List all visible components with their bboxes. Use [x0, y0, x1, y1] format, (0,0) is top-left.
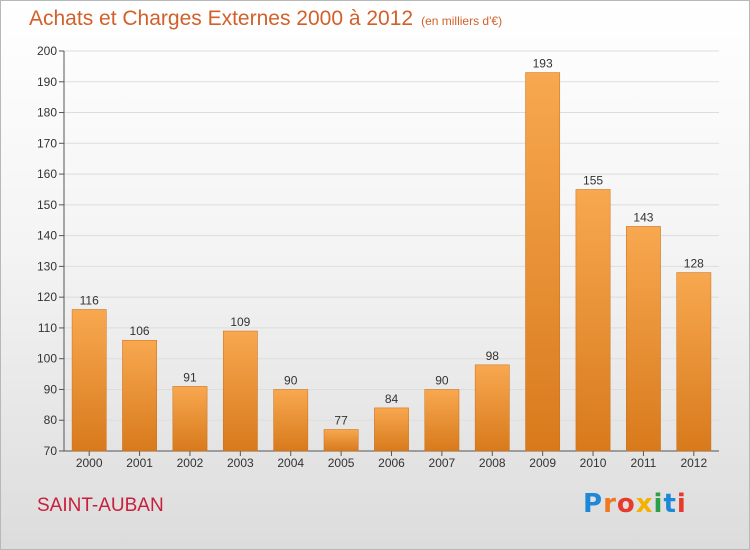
bar: [525, 72, 561, 452]
x-tick-label: 2005: [328, 456, 355, 470]
bar: [424, 389, 460, 452]
x-tick-label: 2012: [680, 456, 707, 470]
y-tick-label: 160: [37, 167, 57, 181]
x-tick-label: 2001: [126, 456, 153, 470]
value-label: 91: [183, 370, 197, 384]
value-label: 98: [486, 349, 500, 363]
logo-letter: i: [653, 489, 664, 519]
labels: 7080901001101201301401501601701801902001…: [37, 44, 708, 470]
logo-letter: o: [616, 489, 636, 519]
x-tick-label: 2008: [479, 456, 506, 470]
bar: [626, 226, 661, 452]
bar: [71, 309, 107, 452]
x-tick-label: 2003: [227, 456, 254, 470]
logo-letter: t: [663, 489, 677, 519]
bar: [575, 189, 611, 452]
value-label: 90: [435, 373, 449, 387]
chart-subtitle: (en milliers d'€): [421, 14, 503, 28]
bar: [374, 407, 409, 452]
bars: [71, 72, 712, 452]
x-tick-label: 2002: [177, 456, 204, 470]
grid-lines: [64, 50, 719, 421]
y-tick-label: 190: [37, 75, 57, 89]
x-tick-label: 2006: [378, 456, 405, 470]
y-tick-label: 100: [37, 352, 57, 366]
y-tick-label: 200: [37, 44, 57, 58]
value-label: 84: [385, 392, 399, 406]
bar: [676, 272, 712, 452]
value-label: 116: [80, 293, 99, 307]
y-tick-label: 180: [37, 106, 57, 120]
bar: [122, 339, 157, 452]
value-label: 143: [633, 210, 653, 224]
value-label: 155: [583, 173, 603, 187]
x-tick-label: 2010: [580, 456, 607, 470]
bar: [474, 364, 510, 452]
chart-title: Achats et Charges Externes 2000 à 2012: [29, 7, 414, 30]
y-tick-label: 120: [37, 290, 57, 304]
y-tick-label: 170: [37, 136, 57, 150]
town-name: SAINT-AUBAN: [37, 495, 164, 516]
logo-letter: P: [583, 489, 604, 519]
x-tick-label: 2004: [277, 456, 304, 470]
bar: [273, 389, 309, 452]
x-tick-label: 2011: [631, 456, 657, 470]
y-tick-label: 70: [44, 444, 58, 458]
x-tick-label: 2007: [429, 456, 456, 470]
y-tick-label: 150: [37, 198, 57, 212]
x-tick-label: 2000: [76, 456, 103, 470]
y-tick-label: 140: [37, 229, 57, 243]
y-tick-label: 130: [37, 259, 57, 273]
bar: [323, 429, 359, 452]
bar: [172, 386, 208, 452]
bar: [222, 330, 258, 452]
value-label: 128: [684, 257, 704, 271]
proxiti-logo[interactable]: Proxiti: [583, 489, 687, 519]
value-label: 106: [130, 324, 150, 338]
title-row: Achats et Charges Externes 2000 à 2012 (e…: [29, 7, 502, 31]
value-label: 77: [334, 413, 348, 427]
x-tick-label: 2009: [529, 456, 556, 470]
logo-letter: i: [676, 489, 687, 519]
value-label: 109: [230, 315, 250, 329]
value-label: 90: [284, 373, 298, 387]
y-tick-label: 80: [44, 413, 58, 427]
logo-letter: x: [635, 489, 654, 519]
y-tick-label: 110: [38, 321, 57, 335]
logo-letter: r: [603, 489, 617, 519]
value-label: 193: [533, 57, 553, 71]
y-tick-label: 90: [44, 382, 58, 396]
